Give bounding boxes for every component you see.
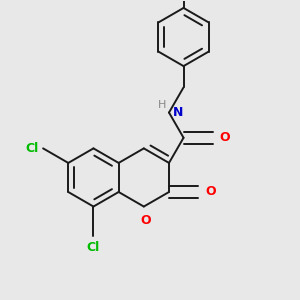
Text: O: O	[205, 185, 216, 199]
Text: Cl: Cl	[87, 242, 100, 254]
Text: Cl: Cl	[25, 142, 38, 155]
Text: O: O	[140, 214, 151, 226]
Text: H: H	[158, 100, 166, 110]
Text: O: O	[220, 131, 230, 144]
Text: N: N	[173, 106, 183, 119]
